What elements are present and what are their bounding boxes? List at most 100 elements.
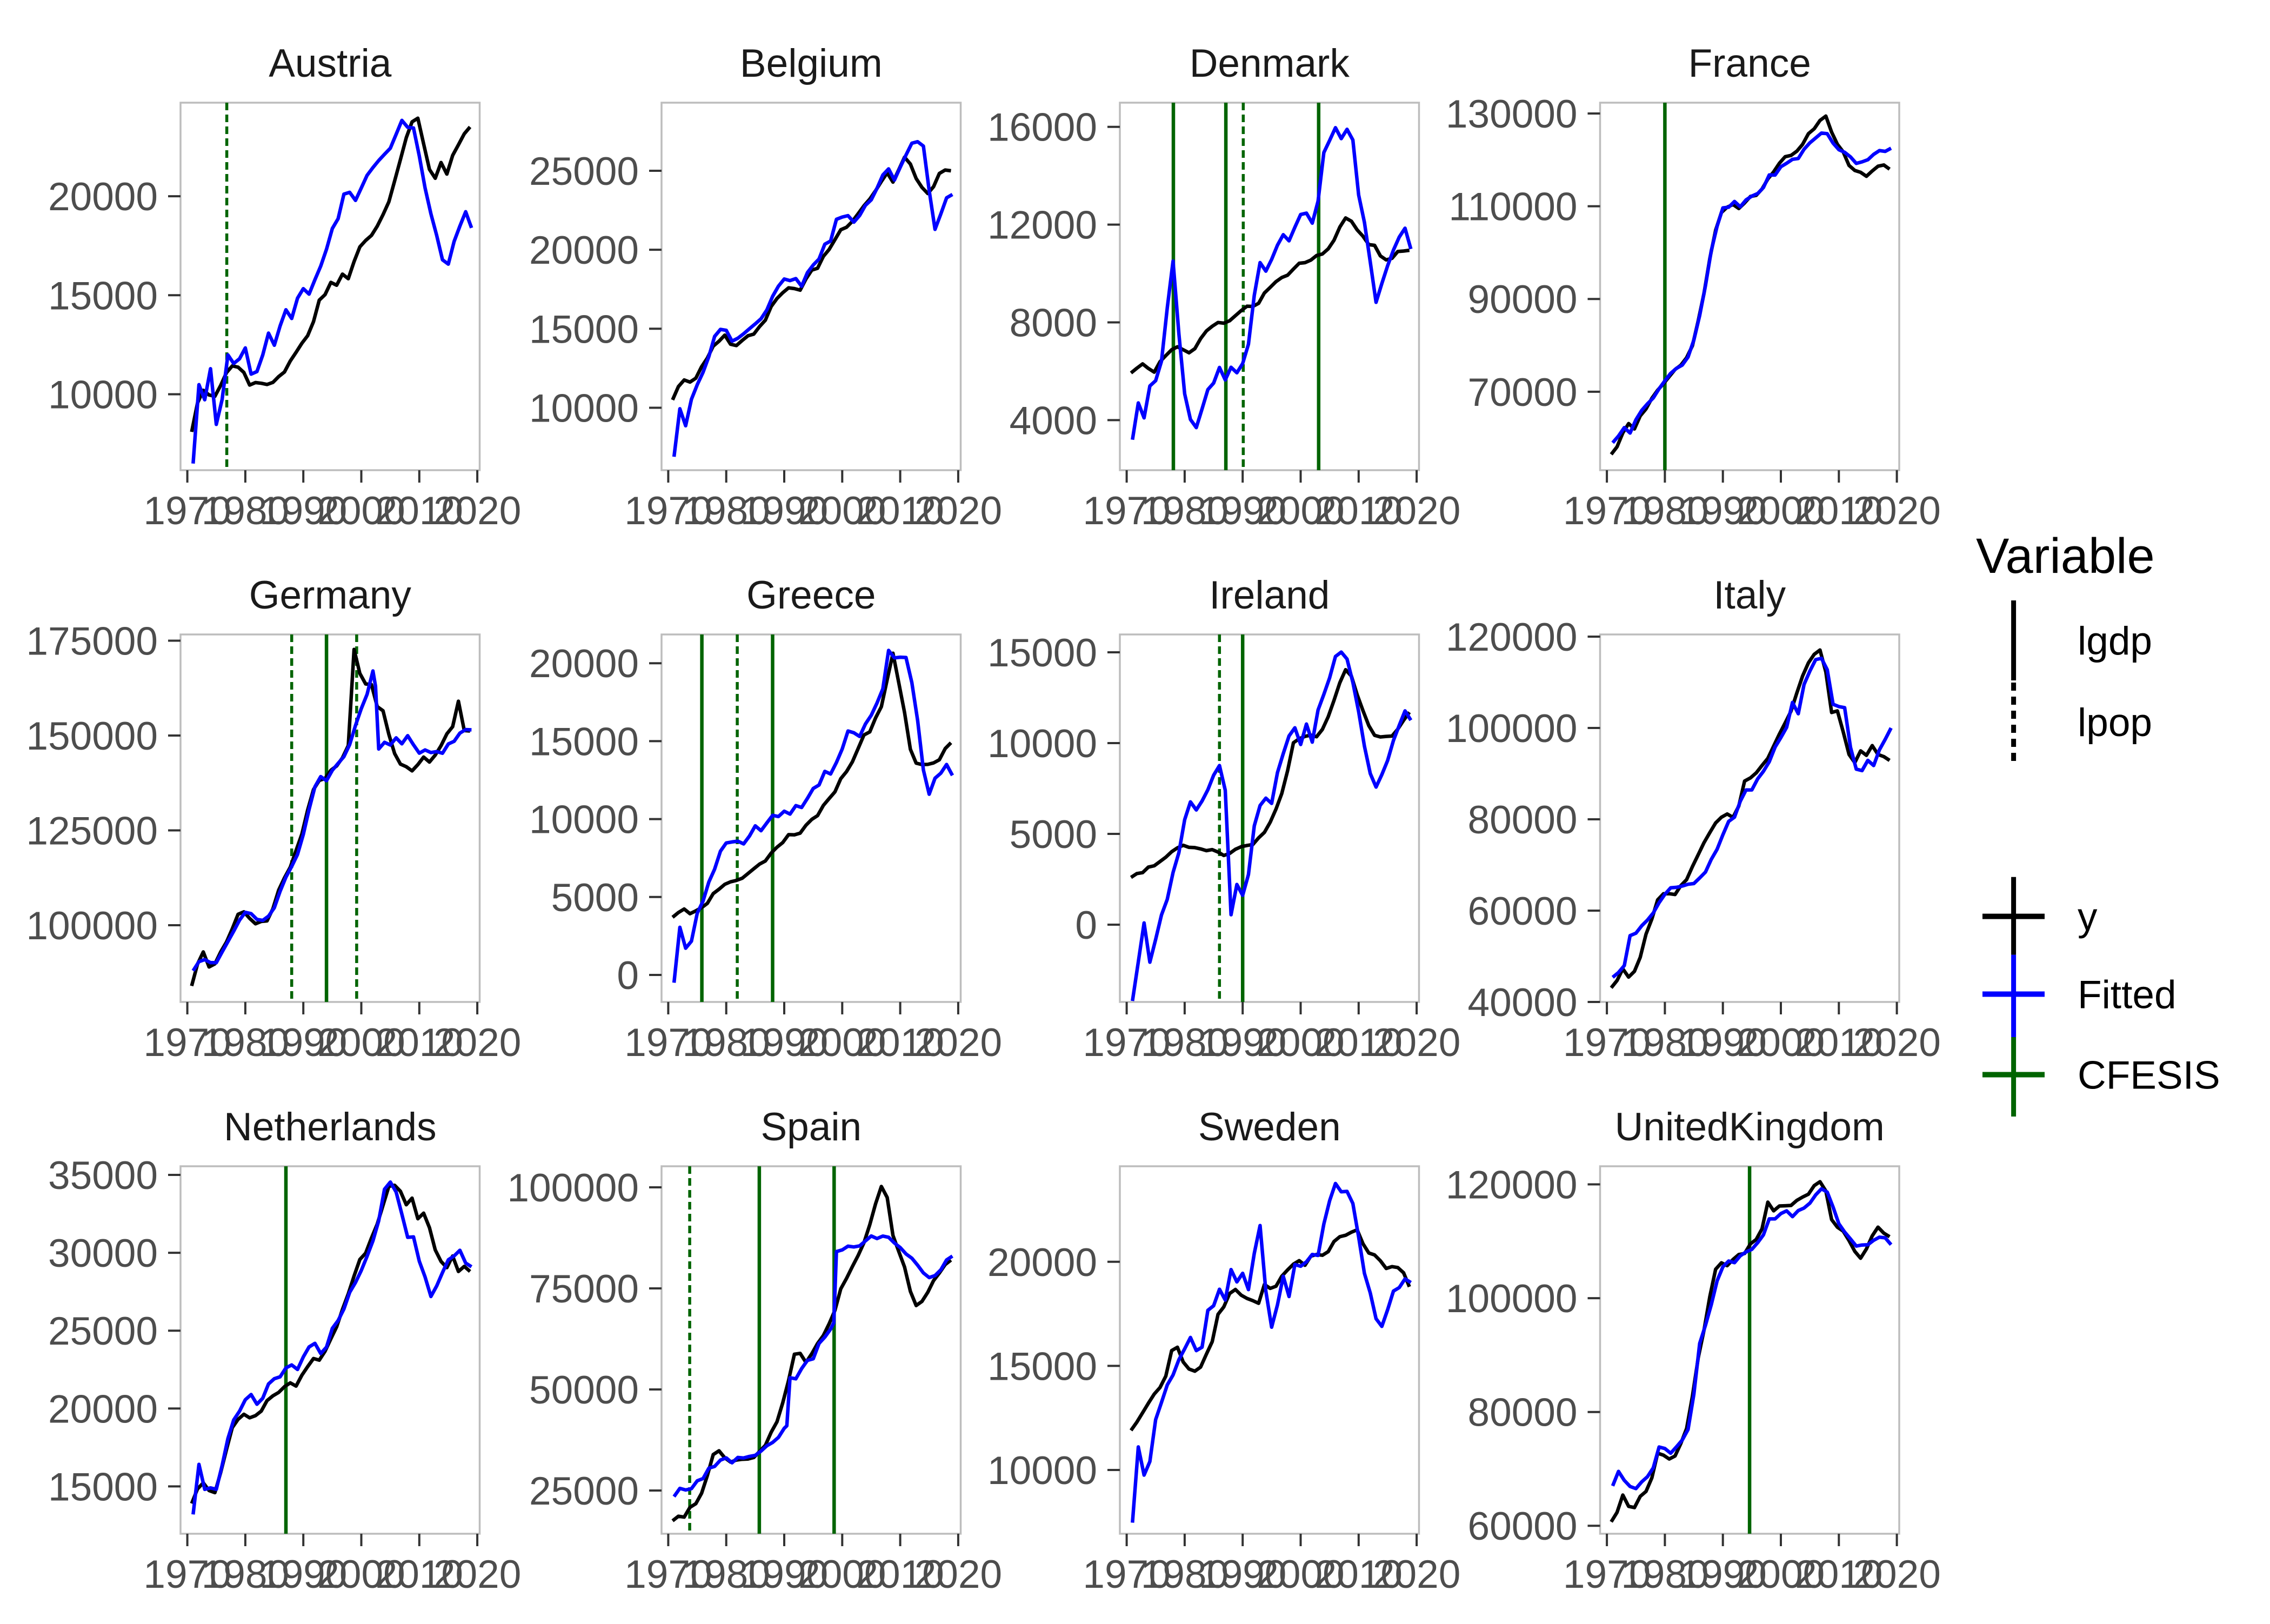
svg-text:1980: 1980: [1621, 1553, 1708, 1596]
svg-text:50000: 50000: [529, 1368, 639, 1412]
svg-text:2010: 2010: [856, 489, 944, 533]
svg-text:lgdp: lgdp: [2078, 619, 2152, 663]
svg-text:2020: 2020: [914, 1553, 1002, 1596]
svg-text:125000: 125000: [26, 810, 158, 853]
svg-text:15000: 15000: [48, 1465, 158, 1509]
svg-text:1970: 1970: [143, 1553, 231, 1596]
svg-text:1980: 1980: [682, 489, 770, 533]
svg-text:15000: 15000: [987, 1345, 1097, 1388]
svg-text:1980: 1980: [682, 1021, 770, 1065]
svg-text:2000: 2000: [317, 489, 405, 533]
svg-text:10000: 10000: [529, 798, 639, 842]
svg-text:150000: 150000: [26, 714, 158, 758]
svg-text:12000: 12000: [987, 204, 1097, 248]
svg-text:1990: 1990: [1199, 1021, 1286, 1065]
svg-text:80000: 80000: [1468, 1391, 1578, 1435]
svg-text:0: 0: [617, 954, 639, 998]
svg-text:1970: 1970: [1083, 1553, 1170, 1596]
svg-text:2010: 2010: [856, 1021, 944, 1065]
svg-text:2020: 2020: [1853, 1021, 1940, 1065]
svg-text:8000: 8000: [1010, 302, 1097, 345]
svg-text:2020: 2020: [433, 489, 521, 533]
svg-text:100000: 100000: [507, 1166, 639, 1210]
svg-text:1970: 1970: [1563, 489, 1651, 533]
svg-text:2020: 2020: [1853, 1553, 1940, 1596]
svg-text:60000: 60000: [1468, 890, 1578, 933]
svg-text:130000: 130000: [1446, 92, 1578, 136]
svg-text:Greece: Greece: [746, 573, 876, 617]
svg-text:20000: 20000: [48, 175, 158, 219]
svg-text:80000: 80000: [1468, 798, 1578, 842]
svg-text:10000: 10000: [987, 722, 1097, 766]
svg-text:2000: 2000: [1737, 489, 1825, 533]
svg-text:1980: 1980: [1141, 1553, 1229, 1596]
svg-text:UnitedKingdom: UnitedKingdom: [1615, 1105, 1885, 1149]
svg-text:2010: 2010: [1315, 489, 1403, 533]
svg-text:Spain: Spain: [760, 1105, 862, 1149]
svg-text:2010: 2010: [856, 1553, 944, 1596]
svg-text:100000: 100000: [1446, 1277, 1578, 1321]
svg-text:30000: 30000: [48, 1232, 158, 1275]
svg-text:Belgium: Belgium: [740, 42, 883, 85]
svg-text:4000: 4000: [1010, 399, 1097, 443]
svg-text:Variable: Variable: [1976, 529, 2155, 584]
svg-text:1970: 1970: [143, 489, 231, 533]
svg-text:2000: 2000: [798, 489, 886, 533]
svg-text:16000: 16000: [987, 106, 1097, 150]
svg-text:40000: 40000: [1468, 981, 1578, 1025]
svg-text:1970: 1970: [1563, 1021, 1651, 1065]
svg-text:90000: 90000: [1468, 278, 1578, 322]
svg-text:2010: 2010: [376, 1553, 463, 1596]
svg-text:2000: 2000: [1257, 489, 1344, 533]
svg-text:175000: 175000: [26, 620, 158, 664]
svg-text:5000: 5000: [551, 876, 639, 920]
svg-text:2010: 2010: [1315, 1021, 1403, 1065]
svg-text:110000: 110000: [1448, 185, 1577, 229]
svg-text:35000: 35000: [48, 1154, 158, 1198]
svg-text:2000: 2000: [317, 1553, 405, 1596]
svg-text:1980: 1980: [202, 1021, 289, 1065]
svg-text:Denmark: Denmark: [1190, 42, 1350, 85]
svg-text:20000: 20000: [529, 229, 639, 272]
svg-text:2010: 2010: [1315, 1553, 1403, 1596]
svg-text:y: y: [2078, 895, 2098, 939]
svg-text:1990: 1990: [259, 1553, 347, 1596]
svg-text:25000: 25000: [529, 1469, 639, 1513]
svg-text:1990: 1990: [740, 1553, 828, 1596]
svg-text:1980: 1980: [202, 489, 289, 533]
svg-text:10000: 10000: [987, 1449, 1097, 1493]
svg-text:1980: 1980: [1621, 489, 1708, 533]
svg-text:1990: 1990: [259, 489, 347, 533]
svg-text:1990: 1990: [259, 1021, 347, 1065]
svg-text:2010: 2010: [1795, 1021, 1882, 1065]
svg-text:1970: 1970: [624, 1553, 712, 1596]
svg-text:1980: 1980: [1141, 489, 1229, 533]
svg-text:25000: 25000: [529, 150, 639, 193]
svg-text:1970: 1970: [143, 1021, 231, 1065]
svg-text:1970: 1970: [1083, 1021, 1170, 1065]
svg-text:15000: 15000: [529, 308, 639, 351]
svg-text:1980: 1980: [202, 1553, 289, 1596]
svg-text:Italy: Italy: [1713, 573, 1786, 617]
svg-text:120000: 120000: [1446, 1164, 1578, 1207]
svg-text:2020: 2020: [914, 489, 1002, 533]
svg-text:2000: 2000: [1737, 1553, 1825, 1596]
svg-text:Austria: Austria: [269, 42, 392, 85]
svg-text:2000: 2000: [317, 1021, 405, 1065]
svg-text:2020: 2020: [1373, 1553, 1460, 1596]
svg-text:2000: 2000: [1737, 1021, 1825, 1065]
svg-text:25000: 25000: [48, 1309, 158, 1353]
svg-text:70000: 70000: [1468, 371, 1578, 415]
svg-text:75000: 75000: [529, 1267, 639, 1311]
svg-text:2000: 2000: [798, 1553, 886, 1596]
svg-text:2020: 2020: [1373, 1021, 1460, 1065]
svg-text:2010: 2010: [376, 1021, 463, 1065]
svg-text:CFESIS: CFESIS: [2078, 1054, 2220, 1098]
svg-text:1980: 1980: [1621, 1021, 1708, 1065]
svg-text:60000: 60000: [1468, 1505, 1578, 1548]
svg-text:20000: 20000: [529, 642, 639, 686]
svg-text:5000: 5000: [1010, 813, 1097, 857]
svg-text:0: 0: [1075, 904, 1097, 947]
svg-text:2000: 2000: [798, 1021, 886, 1065]
svg-text:1990: 1990: [1679, 1553, 1766, 1596]
